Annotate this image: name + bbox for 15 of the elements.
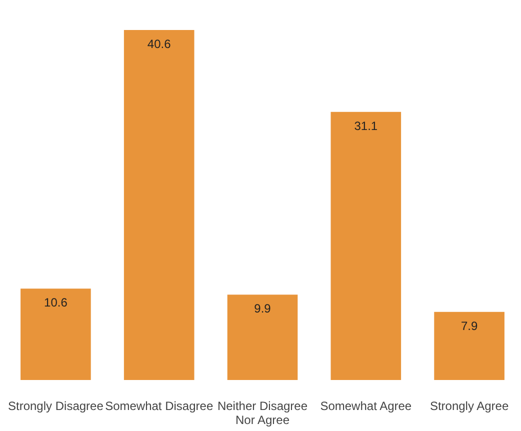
bar [124, 30, 194, 380]
data-label: 31.1 [354, 118, 378, 133]
bar [20, 288, 91, 380]
x-tick-label: Somewhat Agree [320, 399, 412, 413]
bar [227, 294, 298, 380]
x-tick-label: Neither Disagree Nor Agree [217, 399, 308, 427]
x-tick-label: Strongly Disagree [8, 399, 104, 413]
bar [434, 312, 504, 380]
data-label: 7.9 [460, 318, 478, 333]
x-tick-label: Strongly Agree [430, 399, 509, 413]
data-label: 40.6 [147, 37, 172, 51]
x-tick-label: Somewhat Disagree [105, 399, 214, 413]
bar [330, 112, 402, 380]
data-label: 10.6 [44, 296, 68, 310]
data-label: 9.9 [254, 302, 272, 316]
